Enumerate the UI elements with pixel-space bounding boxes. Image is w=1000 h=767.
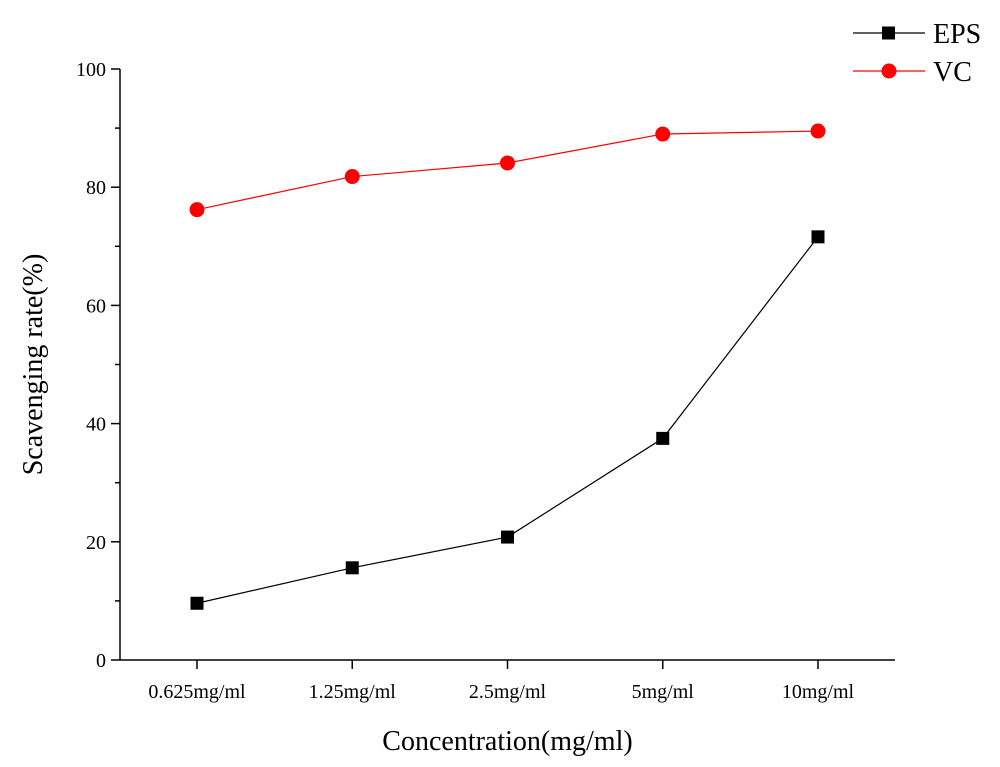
y-tick-label: 80	[86, 177, 106, 199]
legend: EPS VC	[853, 19, 981, 88]
x-tick-label: 2.5mg/ml	[469, 681, 547, 703]
y-tick-label: 0	[96, 650, 106, 672]
y-tick-label: 40	[86, 414, 106, 436]
x-tick-label: 10mg/ml	[782, 681, 855, 703]
series-layer	[189, 123, 826, 610]
axes: 0 20 40 60 80 100 0.625mg/ml 1.25mg/ml 2.5mg/ml 5…	[76, 59, 895, 703]
data-point-vc	[810, 123, 826, 139]
legend-marker-vc	[881, 63, 897, 79]
data-point-vc	[500, 155, 515, 171]
legend-label-vc: VC	[933, 57, 972, 88]
data-point-eps	[656, 431, 670, 445]
data-point-eps	[190, 596, 204, 610]
data-point-eps	[345, 561, 359, 575]
data-point-vc	[655, 126, 671, 142]
x-tick-label: 1.25mg/ml	[309, 681, 397, 703]
legend-label-eps: EPS	[933, 19, 981, 50]
data-point-eps	[811, 230, 825, 244]
y-tick-label: 60	[86, 295, 106, 317]
y-axis-title: Scavenging rate(%)	[18, 254, 49, 476]
y-tick-label: 20	[86, 532, 106, 554]
data-point-vc	[344, 169, 360, 185]
series-eps	[190, 230, 825, 610]
series-vc	[189, 123, 826, 218]
legend-marker-eps	[882, 26, 895, 40]
x-axis-title: Concentration(mg/ml)	[382, 726, 632, 757]
data-point-eps	[501, 530, 514, 544]
x-tick-label: 0.625mg/ml	[148, 681, 246, 703]
y-tick-label: 100	[76, 59, 106, 81]
series-line-eps	[196, 236, 819, 604]
data-point-vc	[189, 202, 205, 218]
x-tick-label: 5mg/ml	[632, 681, 695, 703]
